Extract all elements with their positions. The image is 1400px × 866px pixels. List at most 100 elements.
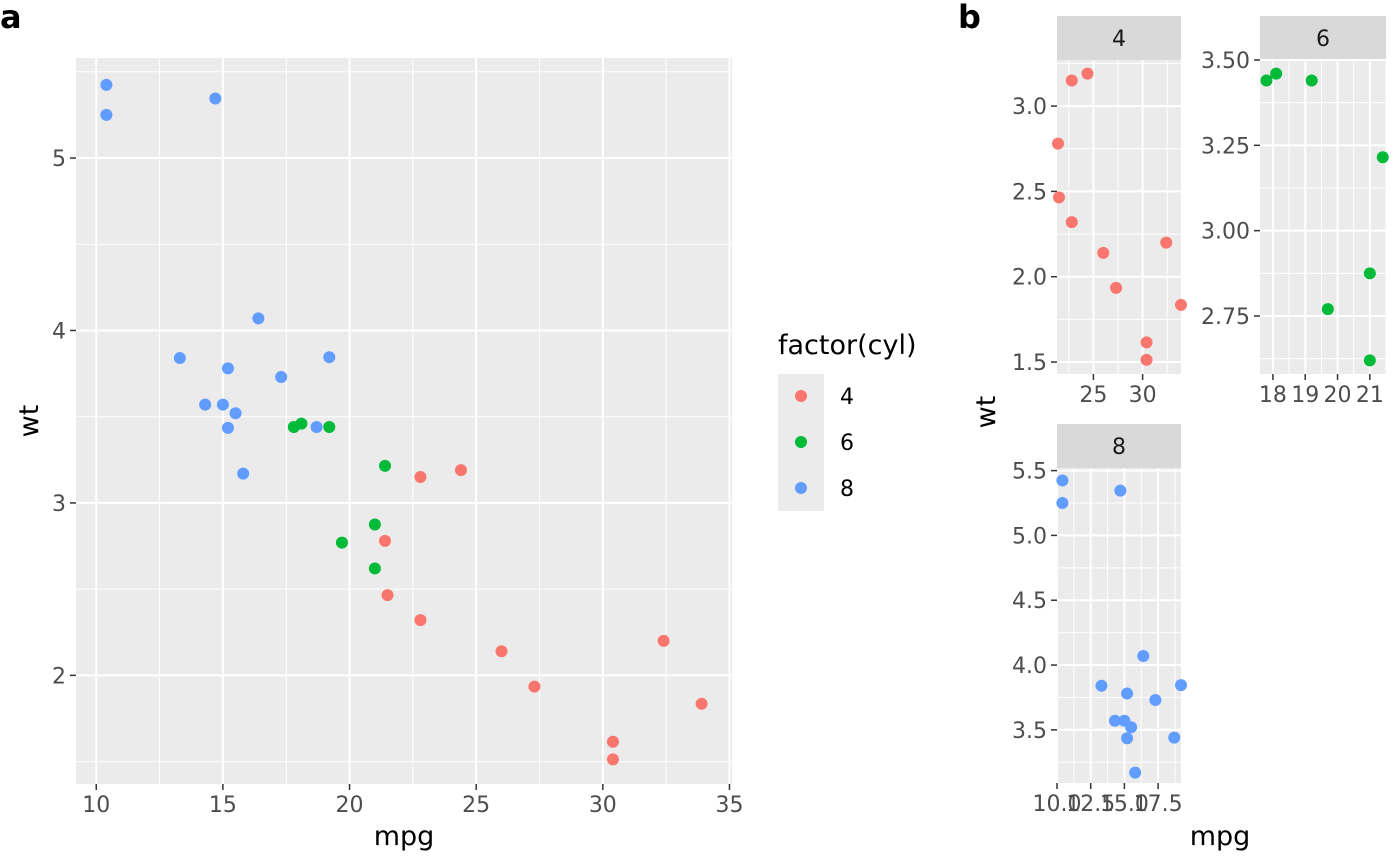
a-cyl-6-data-point (368, 518, 381, 531)
a-x-tick-label: 35 (715, 793, 743, 818)
a-cyl-8-data-point (310, 421, 323, 434)
a-cyl-4-data-point (379, 534, 392, 547)
legend: factor(cyl) 4 6 8 (778, 330, 917, 511)
b-facet-8-data-point (1129, 766, 1142, 779)
b-facet-6-x-tick-label: 21 (1356, 383, 1384, 408)
a-cyl-8-data-point (173, 352, 186, 365)
b-facet-8-y-tick-label: 3.5 (1012, 719, 1047, 744)
facet-8: 8 10.012.515.017.5 3.5 4.0 4.5 5.0 5.5 (1012, 424, 1187, 817)
a-cyl-8-data-point (237, 467, 250, 480)
b-facet-6-data-point (1305, 74, 1318, 87)
b-facet-8-data-point (1175, 679, 1187, 692)
b-facet-8-x-tick-label: 17.5 (1134, 792, 1183, 817)
panel-tag-a: a (0, 0, 22, 36)
b-facet-4-data-point (1097, 246, 1110, 259)
b-facet-6-data-point (1321, 303, 1334, 316)
b-facet-4-data-point (1175, 298, 1187, 311)
b-facet-4-data-point (1051, 137, 1064, 150)
legend-label-cyl-6: 6 (840, 431, 854, 456)
b-facet-6-panel-background (1260, 60, 1386, 374)
b-facet-8-data-point (1056, 497, 1069, 509)
a-x-tick-label: 20 (336, 793, 364, 818)
a-cyl-4-data-point (606, 735, 619, 748)
b-facet-6-y-tick-label: 3.50 (1201, 49, 1250, 74)
legend-key-cyl-8 (795, 482, 807, 494)
facet-plot-b: 4 25 30 1.5 2.0 2.5 3.0 6 18 19 20 21 2.75 3.00 3.25 3.… (971, 16, 1389, 852)
b-facet-6-data-point (1270, 67, 1283, 80)
b-facet-8-data-point (1095, 679, 1108, 692)
b-facet-6-x-tick-label: 18 (1259, 383, 1287, 408)
b-facet-8-data-point (1149, 694, 1162, 707)
panel-tag-b: b (958, 0, 981, 36)
b-facet-8-data-point (1108, 714, 1121, 727)
a-x-tick-label: 25 (462, 793, 490, 818)
b-facet-8-x-tick-label: 10.0 (1033, 792, 1082, 817)
a-cyl-6-data-point (368, 562, 381, 575)
b-facet-4-y-tick-label: 3.0 (1012, 95, 1047, 120)
a-x-tick-label: 10 (82, 793, 110, 818)
a-cyl-4-data-point (381, 589, 394, 602)
b-y-axis-title: wt (971, 396, 1002, 429)
a-cyl-8-data-point (216, 398, 229, 411)
a-x-tick-label: 30 (589, 793, 617, 818)
a-cyl-8-data-point (100, 108, 113, 121)
b-facet-6-data-point (1363, 354, 1376, 367)
b-facet-8-data-point (1168, 731, 1181, 744)
b-facet-6-data-point (1363, 267, 1376, 280)
b-facet-6-y-tick-label: 3.25 (1201, 134, 1250, 159)
b-facet-4-data-point (1065, 74, 1078, 87)
b-facet-4-y-tick-label: 2.0 (1012, 266, 1047, 291)
b-facet-6-data-point (1376, 151, 1389, 164)
a-cyl-4-data-point (414, 614, 427, 627)
facet-strip-8 (1057, 424, 1181, 468)
a-cyl-6-data-point (287, 421, 300, 434)
a-cyl-4-data-point (695, 697, 708, 710)
a-cyl-8-data-point (221, 362, 234, 375)
b-facet-4-y-tick-label: 1.5 (1012, 351, 1047, 376)
b-facet-8-y-tick-label: 5.5 (1012, 460, 1047, 485)
b-facet-4-data-point (1110, 281, 1123, 294)
b-facet-4-data-point (1140, 353, 1153, 366)
b-facet-8-data-point (1114, 484, 1127, 497)
facet-4: 4 25 30 1.5 2.0 2.5 3.0 (1012, 16, 1187, 408)
b-facet-8-y-tick-label: 4.0 (1012, 654, 1047, 679)
b-facet-4-data-point (1052, 191, 1065, 204)
a-cyl-8-data-point (252, 312, 265, 325)
b-facet-8-x-tick-label: 12.5 (1066, 792, 1115, 817)
a-cyl-4-data-point (495, 645, 508, 658)
b-facet-4-data-point (1081, 67, 1094, 80)
b-facet-8-y-tick-label: 5.0 (1012, 524, 1047, 549)
b-facet-8-data-point (1121, 687, 1134, 700)
a-y-axis-title: wt (14, 405, 45, 438)
facet-strip-label-4: 4 (1112, 27, 1126, 52)
a-cyl-6-data-point (335, 536, 348, 549)
facet-6: 6 18 19 20 21 2.75 3.00 3.25 3.50 (1201, 16, 1389, 408)
a-cyl-8-data-point (221, 421, 234, 434)
a-y-tick-label: 2 (52, 664, 66, 689)
a-cyl-8-data-point (100, 78, 113, 91)
b-facet-8-data-point (1118, 714, 1131, 727)
a-cyl-4-data-point (414, 471, 427, 484)
b-facet-6-y-tick-label: 2.75 (1201, 305, 1250, 330)
a-cyl-6-data-point (379, 459, 392, 472)
legend-label-cyl-8: 8 (840, 477, 854, 502)
a-panel-background (76, 58, 732, 784)
facet-strip-6 (1260, 16, 1386, 60)
legend-key-cyl-6 (795, 436, 807, 448)
scatter-plot-a: 10 15 20 25 30 35 2 3 4 5 mpg wt (14, 58, 743, 852)
b-facet-4-data-point (1065, 216, 1078, 229)
a-cyl-8-data-point (323, 351, 336, 364)
a-x-axis-title: mpg (374, 821, 435, 852)
b-facet-8-panel-background (1057, 468, 1181, 783)
a-y-tick-label: 5 (52, 147, 66, 172)
b-facet-4-y-tick-label: 2.5 (1012, 180, 1047, 205)
a-cyl-8-data-point (209, 92, 222, 105)
a-y-tick-label: 4 (52, 319, 66, 344)
b-facet-6-data-point (1260, 74, 1273, 87)
b-facet-8-data-point (1056, 474, 1069, 487)
b-facet-8-data-point (1137, 649, 1150, 662)
b-facet-4-data-point (1160, 236, 1173, 249)
a-cyl-6-data-point (323, 421, 336, 434)
a-cyl-8-data-point (199, 398, 212, 411)
